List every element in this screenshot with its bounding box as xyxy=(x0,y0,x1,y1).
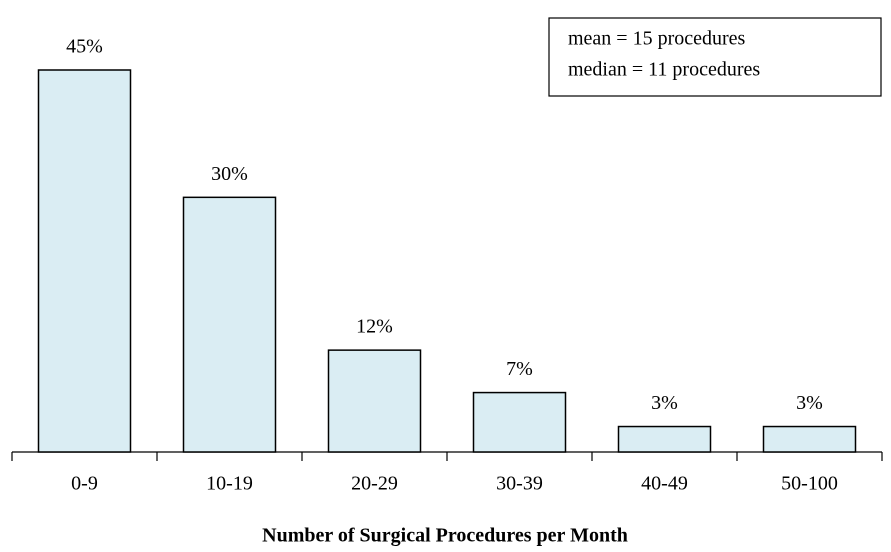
value-label: 7% xyxy=(506,358,533,380)
value-label: 30% xyxy=(211,163,248,185)
x-tick-label: 10-19 xyxy=(206,473,253,495)
value-label: 12% xyxy=(356,316,393,338)
bar xyxy=(37,69,132,453)
x-tick-label: 30-39 xyxy=(496,473,543,495)
annotation: mean = 15 procedures xyxy=(568,28,746,50)
x-tick-label: 0-9 xyxy=(71,473,98,495)
x-axis-title: Number of Surgical Procedures per Month xyxy=(262,525,628,547)
annotation-box xyxy=(548,17,882,97)
x-tick-label: 50-100 xyxy=(781,473,838,495)
value-label: 3% xyxy=(651,392,678,414)
annotation: median = 11 procedures xyxy=(568,59,760,81)
bar xyxy=(182,196,277,453)
value-label: 3% xyxy=(796,392,823,414)
value-label: 45% xyxy=(66,36,103,58)
bar xyxy=(762,425,857,453)
bar xyxy=(617,425,712,453)
bar xyxy=(327,349,422,453)
x-tick-label: 20-29 xyxy=(351,473,398,495)
x-tick-label: 40-49 xyxy=(641,473,688,495)
bar xyxy=(472,391,567,453)
